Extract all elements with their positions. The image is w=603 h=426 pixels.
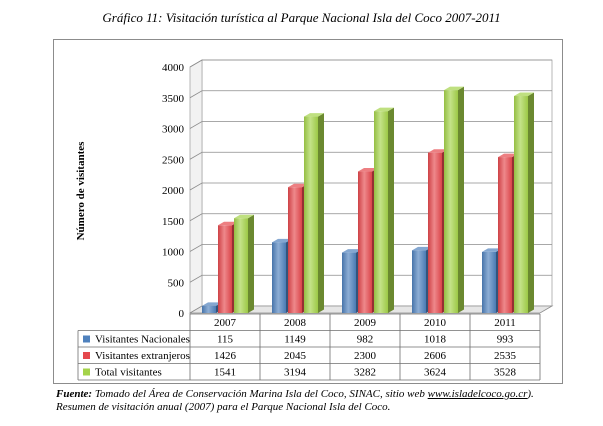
bar bbox=[234, 214, 254, 313]
source-line-2: Resumen de visitación anual (2007) para … bbox=[56, 401, 391, 413]
table-cell-value: 1426 bbox=[214, 350, 237, 362]
bar bbox=[444, 86, 464, 314]
table-cell-value: 3528 bbox=[494, 367, 517, 379]
table-cell-value: 1149 bbox=[284, 334, 306, 346]
bar-top bbox=[218, 221, 238, 226]
y-tick-label: 3500 bbox=[162, 93, 185, 105]
bar-front bbox=[342, 252, 356, 313]
chart-title: Gráfico 11: Visitación turística al Parq… bbox=[102, 10, 501, 25]
bar-front bbox=[514, 96, 528, 313]
source-text-end: ). bbox=[527, 388, 534, 400]
table-cell-value: 115 bbox=[217, 334, 234, 346]
x-tick-label: 2009 bbox=[354, 317, 377, 329]
bar-front bbox=[218, 225, 232, 313]
bar-top bbox=[428, 149, 448, 153]
bar-side bbox=[458, 86, 464, 314]
bar-front bbox=[412, 250, 426, 313]
bar-front bbox=[374, 111, 388, 313]
bar-top bbox=[234, 214, 254, 219]
bar-front bbox=[482, 251, 496, 313]
bar-side bbox=[528, 92, 534, 313]
bar-top bbox=[358, 168, 378, 172]
table-cell-value: 2606 bbox=[424, 350, 447, 362]
y-tick-label: 3000 bbox=[162, 124, 185, 136]
y-tick-label: 0 bbox=[179, 308, 185, 320]
chart-frame bbox=[53, 39, 563, 384]
bar bbox=[304, 113, 324, 313]
bar-side bbox=[248, 214, 254, 313]
table-cell-value: 3194 bbox=[284, 367, 307, 379]
x-tick-label: 2010 bbox=[424, 317, 447, 329]
bar-front bbox=[234, 218, 248, 313]
bar-front bbox=[428, 152, 442, 313]
table-cell-value: 982 bbox=[357, 334, 374, 346]
gridline bbox=[189, 59, 552, 68]
bar-top bbox=[514, 92, 534, 97]
table-cell-value: 1541 bbox=[214, 367, 236, 379]
gridline bbox=[189, 90, 552, 99]
gridline bbox=[189, 121, 552, 129]
x-tick-label: 2008 bbox=[284, 317, 307, 329]
source-note: Fuente: Tomado del Área de Conservación … bbox=[56, 388, 596, 414]
bar-top bbox=[202, 302, 222, 306]
source-label: Fuente: bbox=[56, 388, 93, 400]
source-link[interactable]: www.isladelcoco.go.cr bbox=[427, 388, 528, 400]
bar-side bbox=[318, 113, 324, 313]
bar-front bbox=[444, 90, 458, 314]
legend-label: Visitantes Nacionales bbox=[95, 334, 190, 346]
y-axis-label: Número de visitantes bbox=[75, 141, 87, 241]
x-tick-label: 2011 bbox=[494, 317, 516, 329]
y-tick-label: 2000 bbox=[162, 185, 185, 197]
table-cell-value: 3282 bbox=[354, 367, 376, 379]
bar-top bbox=[272, 238, 292, 243]
bar-front bbox=[272, 242, 286, 313]
y-tick-label: 4000 bbox=[162, 62, 185, 74]
bar-top bbox=[304, 113, 324, 117]
bar-front bbox=[288, 187, 302, 313]
table-cell-value: 2300 bbox=[354, 350, 377, 362]
table-cell-value: 3624 bbox=[424, 367, 447, 379]
bar bbox=[514, 92, 534, 313]
bar-top bbox=[482, 248, 502, 252]
bar-top bbox=[498, 153, 518, 158]
bar-top bbox=[374, 107, 394, 112]
bar-side bbox=[388, 107, 394, 313]
y-tick-label: 500 bbox=[168, 277, 185, 289]
y-axis-ticks: 0 500 1000 1500 2000 2500 3000 3500 4000 bbox=[162, 62, 185, 320]
bar-front bbox=[202, 305, 216, 313]
bar-front bbox=[358, 171, 372, 313]
legend-key bbox=[83, 352, 90, 359]
legend-label: Visitantes extranjeros bbox=[95, 350, 190, 362]
bar-top bbox=[412, 246, 432, 251]
bar-front bbox=[498, 157, 512, 313]
chart-bars bbox=[202, 86, 534, 314]
table-cell-value: 2045 bbox=[284, 350, 307, 362]
bar-top bbox=[288, 183, 308, 188]
table-cell-value: 993 bbox=[497, 334, 514, 346]
y-tick-label: 2500 bbox=[162, 154, 185, 166]
data-table: 2007 2008 2009 2010 2011 Visitantes Nacionale… bbox=[77, 313, 541, 381]
bar-front bbox=[304, 116, 318, 313]
bar bbox=[374, 107, 394, 313]
legend-key bbox=[83, 335, 90, 343]
legend-key bbox=[83, 368, 90, 376]
y-tick-label: 1500 bbox=[162, 216, 185, 228]
source-text: Tomado del Área de Conservación Marina I… bbox=[92, 388, 428, 400]
y-tick-label: 1000 bbox=[162, 247, 185, 259]
bar-top bbox=[342, 249, 362, 253]
x-tick-label: 2007 bbox=[214, 317, 237, 329]
bar-top bbox=[444, 86, 464, 91]
table-cell-value: 1018 bbox=[424, 334, 447, 346]
table-cell-value: 2535 bbox=[494, 350, 517, 362]
legend-label: Total visitantes bbox=[95, 367, 162, 379]
